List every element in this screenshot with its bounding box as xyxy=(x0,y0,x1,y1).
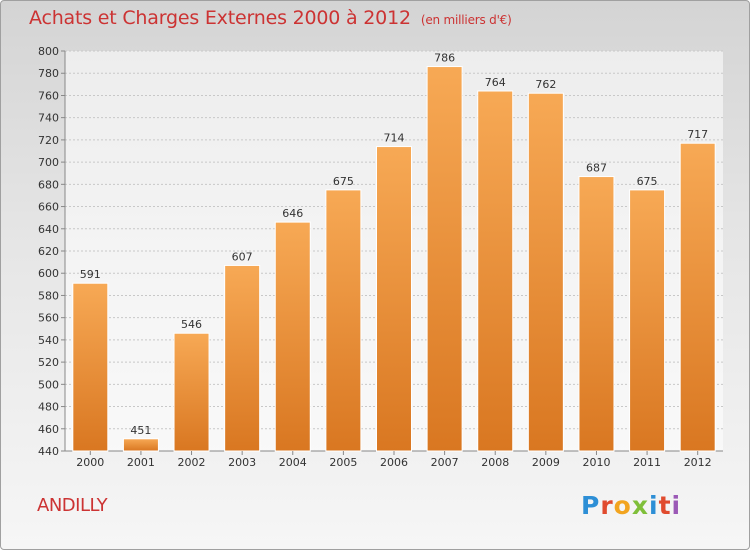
y-tick-label: 580 xyxy=(38,289,59,302)
data-label: 762 xyxy=(535,78,556,91)
data-label: 714 xyxy=(384,132,405,145)
data-label: 646 xyxy=(282,207,303,220)
bar xyxy=(325,189,362,452)
x-tick-label: 2001 xyxy=(127,456,155,469)
bar xyxy=(629,189,666,452)
x-tick-label: 2003 xyxy=(228,456,256,469)
y-tick-label: 680 xyxy=(38,178,59,191)
data-label: 591 xyxy=(80,268,101,281)
y-tick-label: 800 xyxy=(38,45,59,58)
y-tick-label: 720 xyxy=(38,134,59,147)
x-tick-label: 2007 xyxy=(431,456,459,469)
y-tick-label: 620 xyxy=(38,245,59,258)
y-tick-label: 560 xyxy=(38,312,59,325)
bar xyxy=(527,92,564,452)
data-label: 687 xyxy=(586,162,607,175)
y-tick-label: 640 xyxy=(38,223,59,236)
bar xyxy=(679,142,716,452)
y-tick-label: 780 xyxy=(38,67,59,80)
chart-title-text: Achats et Charges Externes 2000 à 2012 xyxy=(29,7,411,29)
data-label: 675 xyxy=(333,175,354,188)
bar xyxy=(426,66,463,452)
y-tick-label: 440 xyxy=(38,445,59,458)
bar xyxy=(122,438,159,452)
x-tick-label: 2009 xyxy=(532,456,560,469)
y-tick-label: 460 xyxy=(38,423,59,436)
data-label: 764 xyxy=(485,76,506,89)
commune-name: ANDILLY xyxy=(37,495,108,516)
chart-unit: (en milliers d'€) xyxy=(420,13,512,27)
y-tick-label: 760 xyxy=(38,89,59,102)
data-label: 675 xyxy=(637,175,658,188)
proxiti-logo: Proxiti xyxy=(581,491,682,520)
data-label: 546 xyxy=(181,318,202,331)
y-tick-label: 740 xyxy=(38,112,59,125)
x-tick-label: 2011 xyxy=(633,456,661,469)
x-tick-label: 2005 xyxy=(329,456,357,469)
data-label: 607 xyxy=(232,250,253,263)
x-tick-label: 2002 xyxy=(178,456,206,469)
bar xyxy=(376,146,412,452)
y-tick-label: 600 xyxy=(38,267,59,280)
y-tick-label: 660 xyxy=(38,201,59,214)
y-tick-label: 540 xyxy=(38,334,59,347)
x-tick-label: 2008 xyxy=(481,456,509,469)
x-tick-label: 2006 xyxy=(380,456,408,469)
bar xyxy=(224,264,261,452)
bar xyxy=(173,332,210,452)
bar xyxy=(477,90,514,452)
bar xyxy=(72,282,109,452)
y-tick-label: 480 xyxy=(38,401,59,414)
x-tick-label: 2000 xyxy=(76,456,104,469)
x-tick-label: 2004 xyxy=(279,456,307,469)
x-tick-label: 2010 xyxy=(582,456,610,469)
chart-title: Achats et Charges Externes 2000 à 2012 (e… xyxy=(29,7,512,29)
bar xyxy=(578,176,615,452)
y-tick-label: 500 xyxy=(38,378,59,391)
bar xyxy=(274,221,311,452)
y-tick-label: 700 xyxy=(38,156,59,169)
data-label: 451 xyxy=(130,424,151,437)
x-tick-label: 2012 xyxy=(684,456,712,469)
y-tick-label: 520 xyxy=(38,356,59,369)
data-label: 786 xyxy=(434,52,455,65)
data-label: 717 xyxy=(687,128,708,141)
